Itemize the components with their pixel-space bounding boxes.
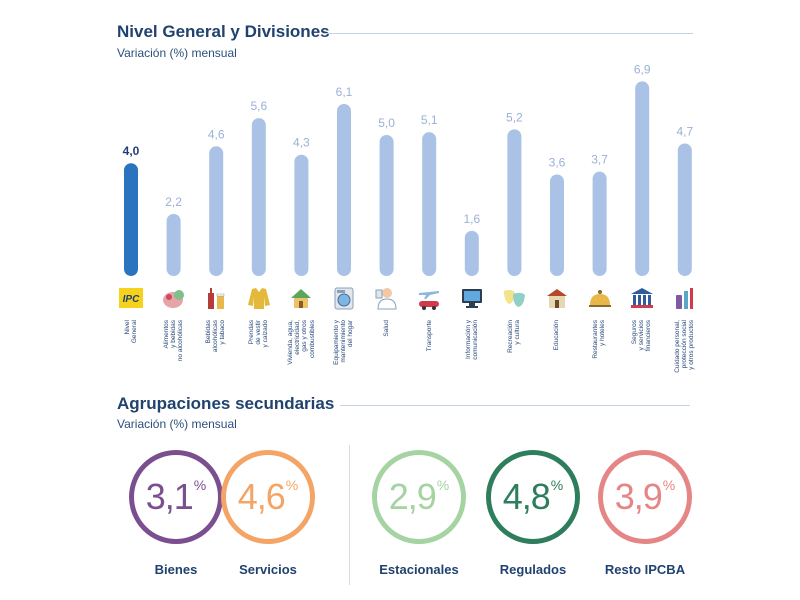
- category-label-6: Salud: [383, 320, 390, 337]
- group-ring-0: 3,1%: [129, 450, 223, 544]
- doctor-icon: [374, 285, 400, 311]
- bar-value-label-3: 5,6: [250, 99, 267, 113]
- toiletries-icon: [672, 285, 698, 311]
- washing-machine-icon: [331, 285, 357, 311]
- bar-0: [124, 163, 138, 276]
- computer-icon: [459, 285, 485, 311]
- school-icon: [544, 285, 570, 311]
- group-value: 2,9: [388, 476, 437, 517]
- category-label-9: Recreación y cultura: [507, 320, 522, 353]
- category-label-11: Restaurantes y hoteles: [592, 320, 607, 359]
- secondary-title: Agrupaciones secundarias: [117, 394, 335, 413]
- secondary-rule: [340, 405, 690, 406]
- group-ring-2: 2,9%: [372, 450, 466, 544]
- group-label-0: Bienes: [154, 562, 198, 577]
- group-ring-1: 4,6%: [221, 450, 315, 544]
- group-percent-sign: %: [436, 477, 450, 493]
- title-rule: [323, 33, 693, 34]
- category-label-13: Cuidado personal, protección social y ot…: [674, 320, 696, 373]
- bar-7: [422, 132, 437, 276]
- bar-value-label-1: 2,2: [165, 195, 182, 209]
- group-ring-4: 3,9%: [598, 450, 692, 544]
- bar-value-label-11: 3,7: [591, 153, 608, 167]
- bar-chart: 4,0 2,2 4,6 5,6 4,3 6,1 5,0 5,1 1,6 5,2 3,6 3,7 6,9 4…: [123, 62, 693, 276]
- bar-value-label-10: 3,6: [549, 155, 566, 169]
- bar-value-label-2: 4,6: [208, 127, 225, 141]
- bottle-icon: [203, 285, 229, 311]
- bar-11: [592, 171, 607, 276]
- group-value: 3,9: [614, 476, 663, 517]
- chart-subtitle: Variación (%) mensual: [117, 46, 237, 60]
- jacket-icon: [246, 285, 272, 311]
- category-label-10: Educación: [553, 320, 561, 351]
- group-label-1: Servicios: [239, 562, 297, 577]
- bar-value-label-0: 4,0: [123, 144, 140, 158]
- bar-13: [677, 143, 692, 276]
- category-label-12: Seguros y servicios financieros: [631, 320, 653, 352]
- group-percent-sign: %: [285, 477, 299, 493]
- bar-3: [251, 118, 266, 276]
- group-value: 4,8: [502, 476, 551, 517]
- bar-6: [379, 135, 394, 276]
- bar-value-label-4: 4,3: [293, 136, 310, 150]
- bank-icon: [629, 285, 655, 311]
- group-label-3: Regulados: [499, 562, 567, 577]
- category-label-8: Información y comunicación: [464, 320, 479, 360]
- bar-value-label-5: 6,1: [336, 85, 353, 99]
- group-value: 4,6: [237, 476, 286, 517]
- group-ring-3: 4,8%: [486, 450, 580, 544]
- house-icon: [288, 285, 314, 311]
- bar-value-label-12: 6,9: [634, 62, 651, 76]
- bar-8: [464, 230, 479, 276]
- airplane-car-icon: [416, 285, 442, 311]
- bar-5: [337, 103, 351, 276]
- group-percent-sign: %: [662, 477, 676, 493]
- secondary-subtitle: Variación (%) mensual: [117, 417, 237, 431]
- food-icon: [161, 285, 187, 311]
- group-label-2: Estacionales: [379, 562, 459, 577]
- chart-title: Nivel General y Divisiones: [117, 22, 330, 41]
- bar-4: [294, 154, 309, 276]
- bar-value-label-13: 4,7: [676, 124, 693, 138]
- group-percent-sign: %: [193, 477, 207, 493]
- category-label-7: Transporte: [425, 320, 433, 352]
- group-percent-sign: %: [550, 477, 564, 493]
- bar-9: [507, 129, 522, 276]
- cloche-icon: [587, 285, 613, 311]
- group-value: 3,1: [145, 476, 194, 517]
- group-divider: [349, 445, 350, 585]
- ipc-logo-icon: IPC: [118, 285, 144, 311]
- bar-1: [166, 213, 181, 276]
- bar-value-label-9: 5,2: [506, 110, 523, 124]
- bar-10: [550, 174, 564, 276]
- bar-value-label-8: 1,6: [463, 212, 480, 226]
- masks-icon: [501, 285, 527, 311]
- svg-text:IPC: IPC: [123, 294, 140, 305]
- group-label-4: Resto IPCBA: [604, 562, 686, 577]
- bar-12: [635, 81, 650, 276]
- bar-2: [209, 146, 224, 276]
- bar-value-label-6: 5,0: [378, 116, 395, 130]
- bar-value-label-7: 5,1: [421, 113, 438, 127]
- category-label-5: Equipamiento y mantenimiento del hogar: [333, 320, 355, 365]
